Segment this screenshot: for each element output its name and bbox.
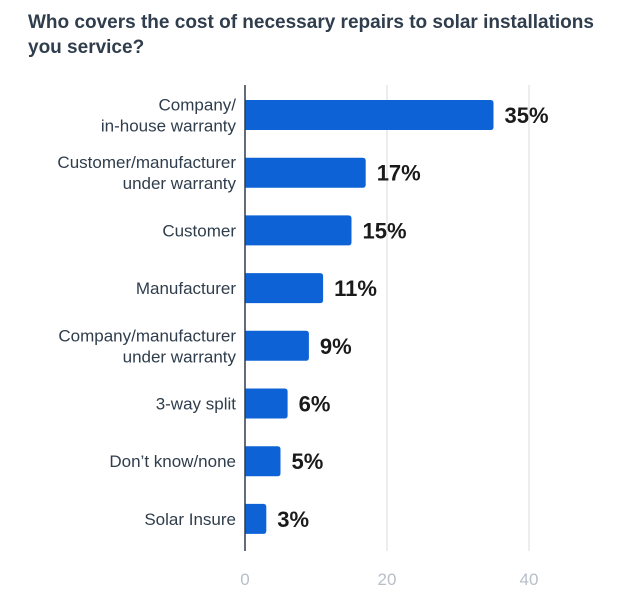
bar xyxy=(245,100,494,130)
grid-lines xyxy=(386,85,530,551)
x-tick-label: 0 xyxy=(240,570,249,589)
data-label: 11% xyxy=(334,276,377,301)
category-label: Customer/manufacturer xyxy=(57,153,236,172)
category-label: under warranty xyxy=(123,347,237,366)
x-tick-label: 20 xyxy=(378,570,397,589)
data-label: 9% xyxy=(320,334,352,359)
category-label: Don’t know/none xyxy=(109,452,236,471)
x-axis-ticks: 0 20 40 xyxy=(240,570,538,589)
data-label: 6% xyxy=(299,392,331,417)
bar xyxy=(245,215,352,246)
bars xyxy=(245,100,494,534)
bar xyxy=(245,446,281,477)
category-label: under warranty xyxy=(123,174,237,193)
data-label: 35% xyxy=(505,103,549,128)
bar xyxy=(245,503,267,534)
category-label: Manufacturer xyxy=(136,279,236,298)
bar xyxy=(245,157,366,188)
value-labels: 35% 17% 15% 11% 9% 6% 5% 3% xyxy=(277,103,548,532)
data-label: 3% xyxy=(277,507,309,532)
data-label: 15% xyxy=(363,218,407,243)
bar xyxy=(245,330,309,361)
category-labels: Company/in-house warranty Customer/manufa… xyxy=(57,96,236,529)
category-label: Customer xyxy=(162,221,236,240)
bar xyxy=(245,273,324,304)
category-label: in-house warranty xyxy=(101,117,237,136)
category-label: 3-way split xyxy=(156,395,237,414)
category-label: Solar Insure xyxy=(144,510,236,529)
bar xyxy=(245,388,288,419)
data-label: 5% xyxy=(292,449,324,474)
data-label: 17% xyxy=(377,161,421,186)
category-label: Company/ xyxy=(159,96,237,115)
chart-title: Who covers the cost of necessary repairs… xyxy=(28,12,594,58)
category-label: Company/manufacturer xyxy=(58,326,236,345)
x-tick-label: 40 xyxy=(520,570,539,589)
